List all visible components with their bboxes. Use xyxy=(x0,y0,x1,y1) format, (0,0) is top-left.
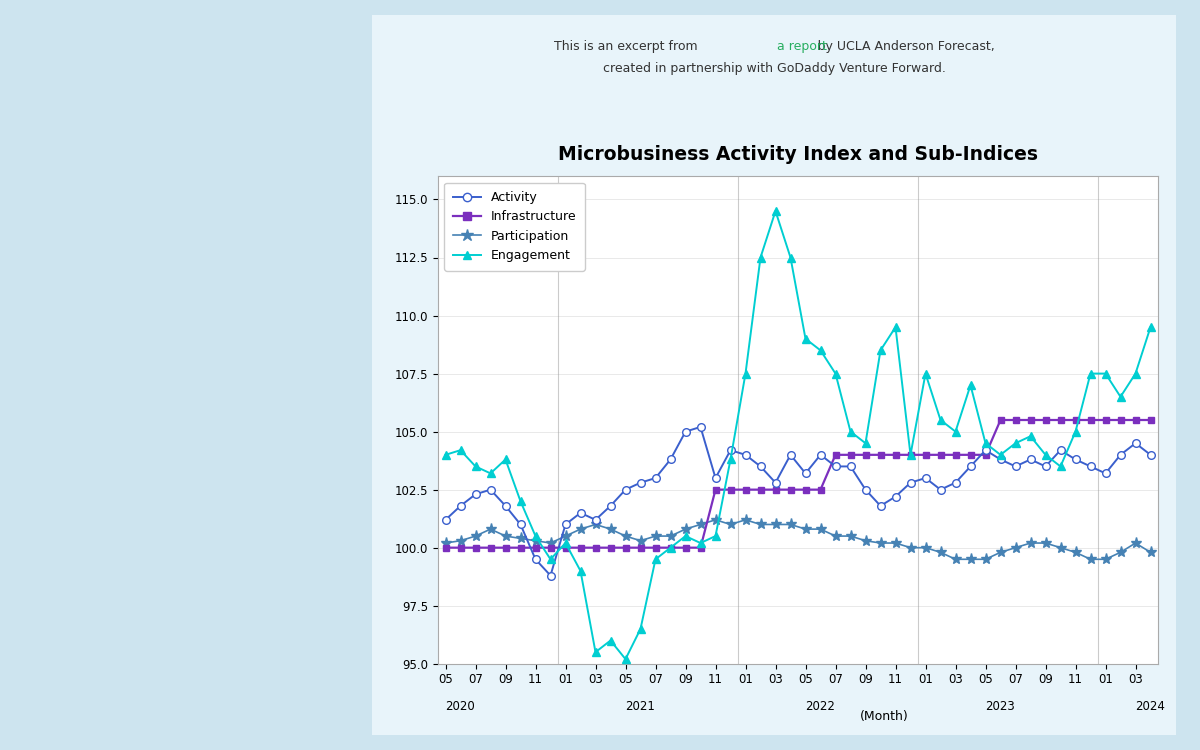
Legend: Activity, Infrastructure, Participation, Engagement: Activity, Infrastructure, Participation,… xyxy=(444,182,584,271)
FancyBboxPatch shape xyxy=(364,8,1184,742)
Text: 2021: 2021 xyxy=(625,700,655,712)
Text: 2023: 2023 xyxy=(985,700,1015,712)
Text: created in partnership with GoDaddy Venture Forward.: created in partnership with GoDaddy Vent… xyxy=(602,62,946,75)
Text: 2020: 2020 xyxy=(445,700,475,712)
Text: a report: a report xyxy=(721,40,827,53)
Text: (Month): (Month) xyxy=(860,710,908,723)
Title: Microbusiness Activity Index and Sub-Indices: Microbusiness Activity Index and Sub-Ind… xyxy=(558,145,1038,164)
Text: This is an excerpt from                              by UCLA Anderson Forecast,: This is an excerpt from by UCLA Anderson… xyxy=(553,40,995,53)
Text: 2024: 2024 xyxy=(1135,700,1165,712)
Text: 2022: 2022 xyxy=(805,700,835,712)
